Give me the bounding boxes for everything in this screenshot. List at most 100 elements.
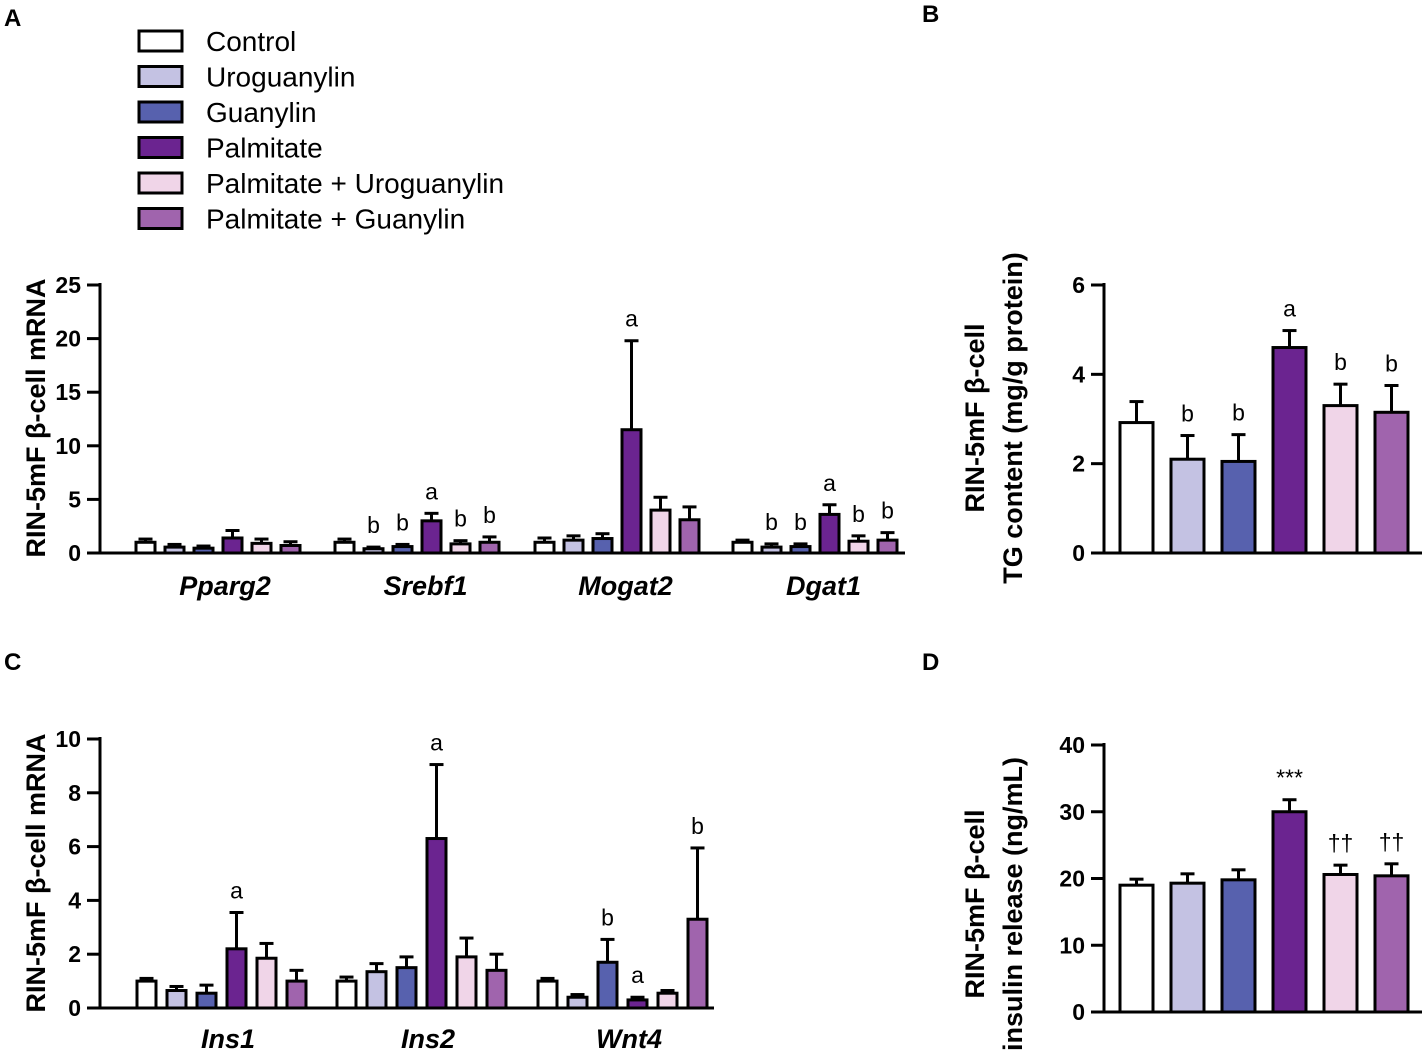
bar-pparg2-s2-bar (192, 546, 215, 555)
bar-dgat1-s5-bar (876, 538, 899, 555)
y-tick-label: 2 (68, 941, 81, 967)
panel-letter-b: B (922, 1, 939, 28)
panel-c-mrna-insulin-genes: C RIN-5mF β-cell mRNA 0 2 4 6 8 10 a Ins1 a Ins2 b a b… (4, 649, 714, 1053)
x-category-label-ins2: Ins2 (401, 1024, 455, 1053)
legend-swatch-1 (137, 65, 184, 88)
bar-wnt4-s4-bar (656, 991, 679, 1010)
bar-wnt4-s5-bar (686, 917, 709, 1010)
y-tick-label: 0 (1072, 999, 1085, 1025)
y-tick-label: 25 (55, 272, 81, 298)
x-category-label-ins1: Ins1 (201, 1024, 255, 1053)
bar-mogat2-s1-bar (562, 538, 585, 555)
bar-3-significance-label: a (1283, 296, 1296, 322)
bar-pparg2-s1-bar (163, 545, 186, 555)
y-tick-label: 4 (68, 887, 81, 913)
bar-5-significance-label: b (1385, 351, 1398, 377)
bar-dgat1-s3-bar (818, 512, 841, 555)
bar-mogat2-s3-bar (620, 428, 643, 555)
legend-swatch-3 (137, 136, 184, 159)
bar-1-significance-label: b (1181, 401, 1194, 427)
x-category-label-wnt4: Wnt4 (596, 1024, 662, 1053)
bar-srebf1-s1-bar (362, 547, 385, 555)
panel-letter-a: A (4, 5, 21, 32)
y-tick-label: 15 (55, 379, 81, 405)
bar-mogat2-s0-bar (533, 540, 556, 555)
bar-wnt4-s5-significance-label: b (691, 813, 704, 839)
y-tick-label: 0 (68, 540, 81, 566)
y-axis-label-line-0: RIN-5mF β-cell (960, 809, 990, 998)
bar-srebf1-s1-significance-label: b (367, 512, 380, 538)
panel-b-tg-content: B RIN-5mF β-cell TG content (mg/g protein)… (922, 1, 1422, 584)
legend: Control Uroguanylin Guanylin Palmitate Palmi… (137, 26, 504, 235)
bar-ins2-s0-bar (335, 979, 358, 1010)
y-axis-label-line-0: RIN-5mF β-cell (960, 323, 990, 512)
bar-pparg2-s0-bar (134, 540, 157, 555)
bar-wnt4-s2-significance-label: b (601, 904, 614, 930)
bar-ins2-s2-bar (395, 966, 418, 1010)
y-tick-label: 6 (1072, 272, 1085, 298)
y-tick-label: 4 (1072, 361, 1085, 387)
bar-srebf1-s3-significance-label: a (425, 478, 438, 504)
y-tick-label: 6 (68, 834, 81, 860)
x-category-label-dgat1: Dgat1 (786, 571, 861, 601)
bar-pparg2-s3-bar (221, 536, 244, 555)
bar-ins1-s3-significance-label: a (230, 878, 243, 904)
bar-ins2-s3-significance-label: a (430, 730, 443, 756)
bar-dgat1-s3-significance-label: a (823, 470, 836, 496)
x-category-label-srebf1: Srebf1 (383, 571, 467, 601)
bar-5-bar (1373, 410, 1410, 555)
legend-swatch-5 (137, 207, 184, 230)
bar-2-significance-label: b (1232, 400, 1245, 426)
legend-label-0: Control (206, 26, 296, 57)
bar-ins1-s1-bar (165, 989, 188, 1010)
bar-mogat2-s4-bar (649, 508, 672, 555)
bar-1-bar (1169, 881, 1206, 1014)
bar-dgat1-s2-significance-label: b (794, 509, 807, 535)
bar-ins1-s3-bar (225, 947, 248, 1010)
bar-dgat1-s1-bar (760, 545, 783, 555)
bar-0-bar (1118, 883, 1155, 1014)
bar-mogat2-s3-significance-label: a (625, 306, 638, 332)
bar-2-bar (1220, 459, 1257, 555)
bar-ins1-s5-bar (285, 979, 308, 1010)
bar-3-significance-label: *** (1276, 765, 1303, 791)
bar-1-bar (1169, 457, 1206, 555)
legend-swatch-2 (137, 100, 184, 124)
bar-2-bar (1220, 878, 1257, 1014)
bar-dgat1-s4-significance-label: b (852, 501, 865, 527)
bar-ins2-s5-bar (485, 968, 508, 1010)
bar-mogat2-s5-bar (678, 518, 701, 555)
bar-srebf1-s3-bar (420, 519, 443, 555)
bar-0-bar (1118, 421, 1155, 555)
bar-pparg2-s4-bar (250, 541, 273, 555)
legend-label-5: Palmitate + Guanylin (206, 204, 465, 235)
y-tick-label: 10 (55, 726, 81, 752)
bar-ins2-s4-bar (455, 955, 478, 1010)
bar-dgat1-s1-significance-label: b (765, 509, 778, 535)
legend-label-2: Guanylin (206, 97, 317, 128)
y-axis-label: RIN-5mF β-cell mRNA (21, 733, 51, 1012)
legend-label-1: Uroguanylin (206, 62, 355, 93)
bar-ins2-s1-bar (365, 970, 388, 1010)
bar-wnt4-s0-bar (536, 979, 559, 1010)
y-tick-label: 10 (1059, 932, 1085, 958)
bar-dgat1-s2-bar (789, 545, 812, 555)
bar-3-bar (1271, 810, 1308, 1014)
bar-wnt4-s2-bar (596, 960, 619, 1010)
bar-srebf1-s5-significance-label: b (483, 502, 496, 528)
bar-4-significance-label: b (1334, 349, 1347, 375)
y-tick-label: 0 (1072, 540, 1085, 566)
x-category-label-mogat2: Mogat2 (578, 571, 673, 601)
bar-srebf1-s4-significance-label: b (454, 506, 467, 532)
bar-srebf1-s2-significance-label: b (396, 509, 409, 535)
y-tick-label: 20 (1059, 866, 1085, 892)
y-tick-label: 2 (1072, 451, 1085, 477)
bar-5-bar (1373, 874, 1410, 1014)
bar-ins1-s2-bar (195, 991, 218, 1010)
y-axis-label-line-1: insulin release (ng/mL) (998, 757, 1028, 1051)
bar-4-bar (1322, 872, 1359, 1014)
panel-letter-d: D (922, 649, 939, 676)
bar-srebf1-s4-bar (449, 542, 472, 555)
